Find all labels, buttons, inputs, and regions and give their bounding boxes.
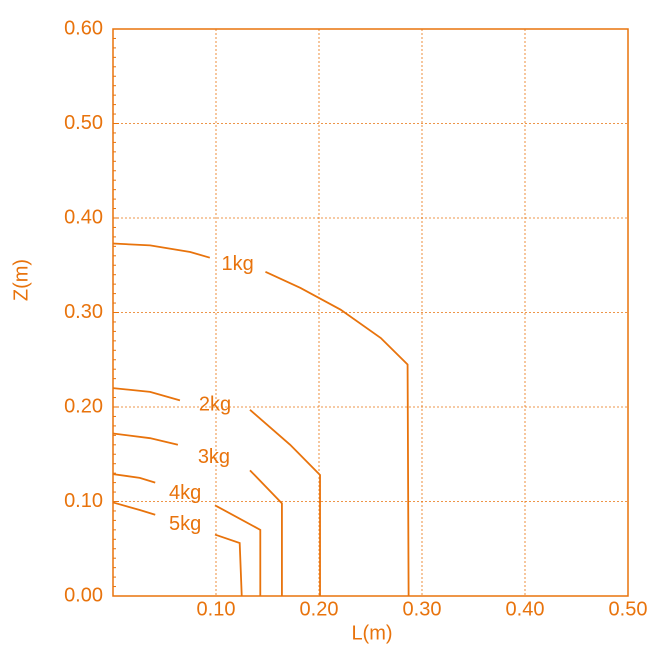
x-tick-label: 0.10 — [197, 598, 236, 620]
contour-line — [112, 432, 283, 596]
y-axis-label: Z(m) — [10, 259, 32, 301]
x-axis-label: L(m) — [351, 622, 392, 644]
y-tick-label: 0.20 — [64, 395, 103, 417]
contour-line — [112, 501, 243, 597]
x-tick-label: 0.30 — [403, 598, 442, 620]
contour-line — [112, 242, 410, 597]
series-label: 4kg — [169, 482, 201, 504]
contour-line — [112, 387, 321, 596]
x-tick-label: 0.40 — [506, 598, 545, 620]
series-label: 1kg — [222, 253, 254, 275]
contour-line — [112, 473, 262, 596]
series-label: 3kg — [198, 446, 230, 468]
series-label: 5kg — [169, 513, 201, 535]
y-tick-label: 0.60 — [64, 17, 103, 39]
y-tick-label: 0.40 — [64, 206, 103, 228]
series-label: 2kg — [199, 393, 231, 415]
y-tick-label: 0.30 — [64, 301, 103, 323]
y-tick-label: 0.10 — [64, 490, 103, 512]
y-tick-label: 0.50 — [64, 112, 103, 134]
y-tick-label: 0.00 — [64, 584, 103, 606]
x-tick-label: 0.20 — [300, 598, 339, 620]
x-tick-label: 0.50 — [609, 598, 648, 620]
